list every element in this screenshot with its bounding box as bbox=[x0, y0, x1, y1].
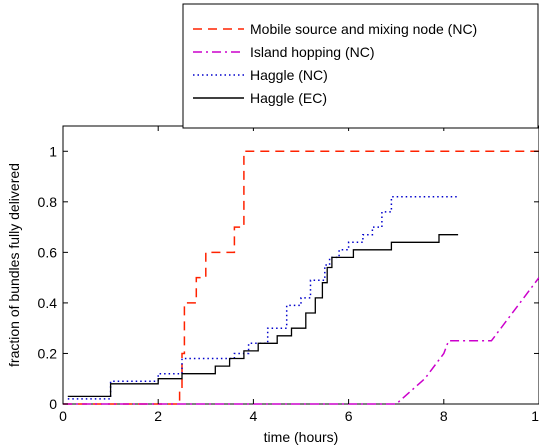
x-tick-label: 2 bbox=[154, 408, 162, 424]
y-tick-label: 0.2 bbox=[38, 345, 58, 361]
series-line-2 bbox=[63, 277, 539, 405]
legend-label: Haggle (EC) bbox=[250, 90, 327, 106]
x-tick-label: 0 bbox=[59, 408, 67, 424]
x-axis-label: time (hours) bbox=[264, 429, 339, 445]
y-tick-label: 0.8 bbox=[38, 194, 58, 210]
plot-frame bbox=[62, 125, 539, 405]
series-layer bbox=[63, 150, 539, 405]
legend-label: Mobile source and mixing node (NC) bbox=[250, 21, 477, 37]
y-tick-label: 0.4 bbox=[38, 295, 58, 311]
legend-label: Haggle (NC) bbox=[250, 67, 328, 83]
x-tick-label: 4 bbox=[250, 408, 258, 424]
legend: Mobile source and mixing node (NC) Island… bbox=[182, 3, 539, 129]
legend-items: Mobile source and mixing node (NC) Island… bbox=[193, 21, 477, 106]
y-tick-label: 0 bbox=[49, 396, 57, 412]
y-axis-label: fraction of bundles fully delivered bbox=[6, 163, 22, 367]
x-tick-label: 6 bbox=[345, 408, 353, 424]
legend-label: Island hopping (NC) bbox=[250, 44, 375, 60]
legend-box bbox=[182, 3, 539, 129]
series-line-4 bbox=[67, 234, 459, 398]
x-tick-label: 8 bbox=[440, 408, 448, 424]
y-tick-label: 1 bbox=[49, 143, 57, 159]
y-tick-label: 0.6 bbox=[38, 244, 58, 260]
series-line-1 bbox=[63, 150, 539, 405]
x-tick-label: 10 bbox=[531, 408, 539, 424]
